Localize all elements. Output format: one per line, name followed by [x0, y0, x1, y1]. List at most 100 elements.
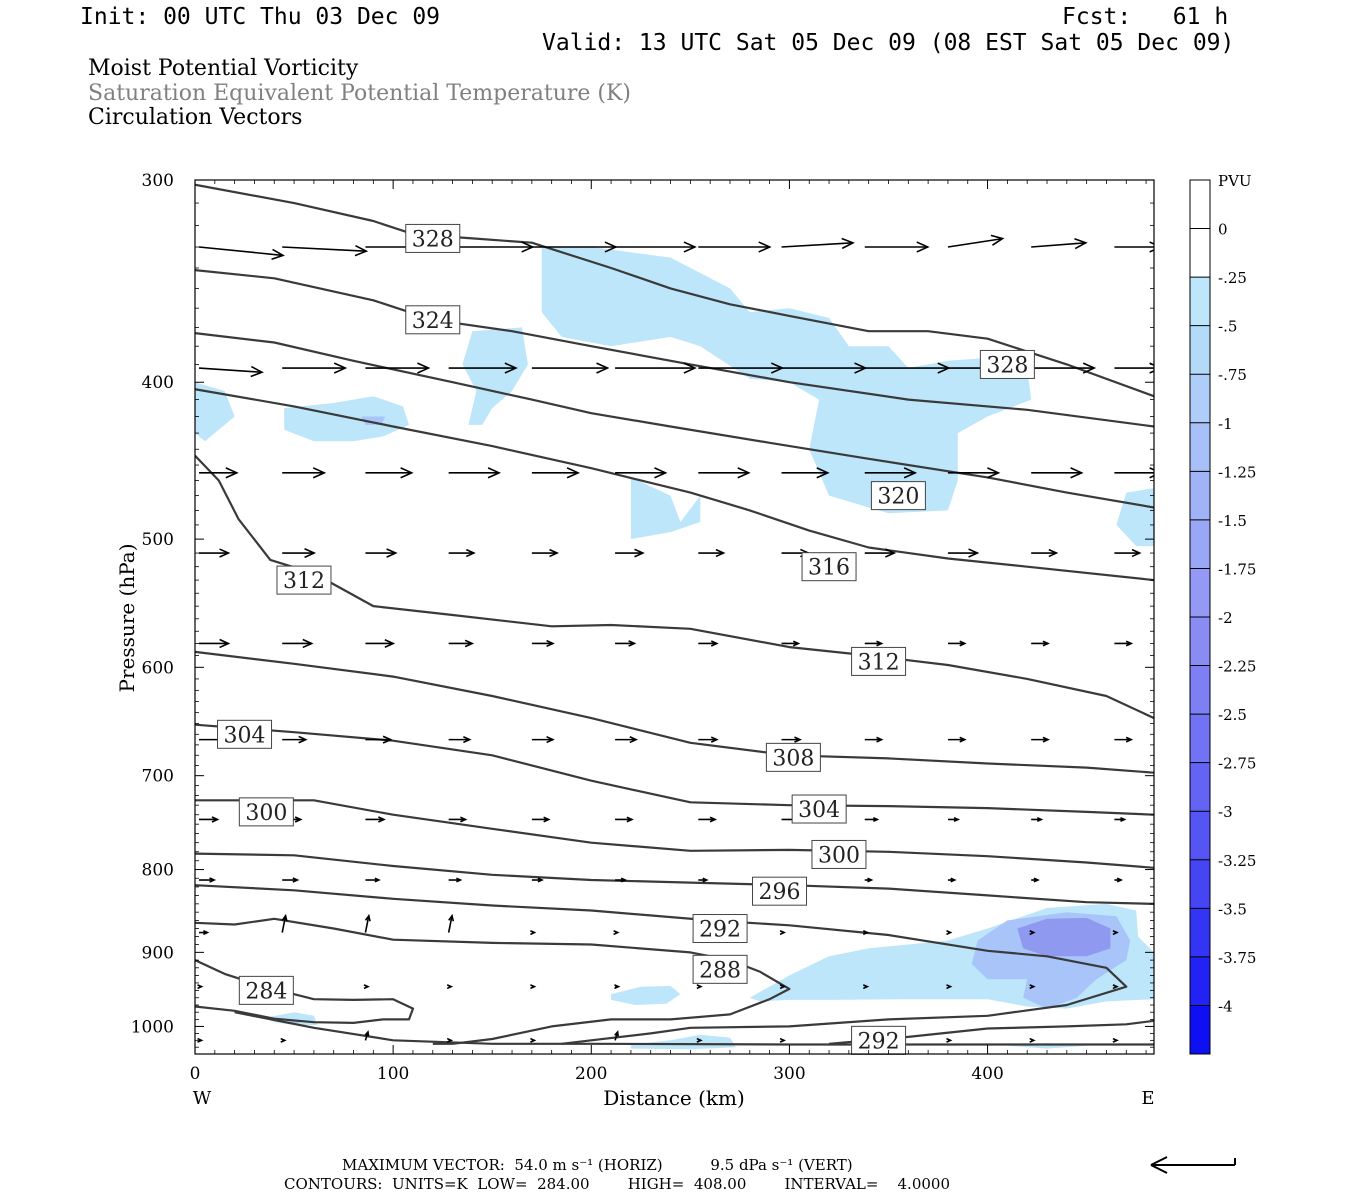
vector-head: [696, 984, 703, 990]
colorbar-segment: [1190, 277, 1210, 326]
vector-head: [946, 930, 953, 936]
vector-head: [1149, 241, 1154, 253]
pv-region-2: [630, 477, 701, 540]
circulation-vector: [864, 877, 874, 883]
pv-region-9: [1017, 917, 1111, 957]
colorbar-segment: [1190, 956, 1210, 1006]
contour-label-328: 328: [405, 223, 461, 253]
vector-head: [683, 362, 697, 374]
cross-section-chart: 328 324 328 320 316 312 312 304 308 300 304 300 296 2…: [115, 171, 1256, 1110]
circulation-vector: [615, 640, 637, 647]
circulation-vector: [531, 467, 581, 479]
theta-e-contour-316-3: [195, 388, 1154, 582]
vector-head: [1033, 877, 1040, 883]
vector-head: [211, 816, 220, 823]
vector-shaft: [198, 246, 284, 257]
colorbar-level-label: -2.75: [1218, 755, 1256, 773]
colorbar-level-label: -3.75: [1218, 949, 1256, 967]
circulation-vector: [448, 467, 502, 479]
vector-head: [292, 877, 300, 883]
contour-label-312: 312: [276, 565, 332, 595]
contour-label-292: 292: [851, 1025, 907, 1055]
vector-head: [1029, 930, 1036, 936]
vector-head: [382, 735, 393, 744]
vector-head: [873, 816, 880, 823]
y-axis-label: Pressure (hPa): [115, 544, 139, 693]
circulation-vector: [614, 1030, 619, 1041]
circulation-vector: [614, 984, 621, 990]
colorbar-segment: [1190, 180, 1210, 229]
vector-head: [298, 735, 308, 744]
contour-label-304: 304: [217, 719, 273, 749]
circulation-vector: [448, 816, 468, 823]
colorbar-level-label: -2.5: [1218, 706, 1247, 724]
pv-shading-layer: [195, 247, 1154, 1050]
contour-label-box: [811, 839, 867, 869]
theta-e-contour-300-7: [195, 799, 1154, 869]
vector-head: [530, 930, 537, 936]
circulation-vector: [197, 1037, 204, 1043]
x-tick-label: 0: [190, 1064, 201, 1084]
colorbar-level-label: -4: [1218, 997, 1233, 1015]
circulation-vector: [698, 816, 718, 823]
vector-head: [758, 241, 772, 253]
contour-label-300: 300: [811, 839, 867, 869]
vector-head: [1042, 640, 1050, 647]
vector-head: [1125, 736, 1134, 743]
colorbar-segment: [1190, 908, 1210, 957]
vector-head: [354, 245, 369, 257]
circulation-vector: [1114, 736, 1134, 743]
circulation-vector: [781, 640, 801, 647]
circulation-vector: [779, 984, 787, 990]
circulation-vector: [198, 365, 264, 378]
circulation-vector: [864, 816, 880, 823]
vector-head: [841, 237, 855, 250]
circulation-vector: [199, 877, 217, 883]
circulation-vector: [1029, 984, 1036, 990]
vector-head: [400, 467, 414, 479]
circulation-vector: [864, 736, 884, 743]
circulation-vector: [1114, 467, 1154, 479]
vector-head: [487, 467, 502, 479]
contour-label-text: 288: [699, 958, 741, 983]
vector-head: [876, 736, 884, 743]
vector-head: [546, 639, 555, 648]
vector-head: [626, 816, 634, 823]
title-circulation-vectors: Circulation Vectors: [88, 105, 303, 130]
vector-head: [1042, 736, 1050, 743]
circulation-vector: [282, 638, 314, 649]
contour-label-320: 320: [870, 481, 926, 511]
y-tick-label: 1000: [131, 1017, 174, 1037]
vector-head: [386, 548, 398, 558]
vector-head: [460, 816, 468, 823]
vector-head: [946, 984, 953, 990]
circulation-vector: [364, 1030, 370, 1041]
colorbar-segment: [1190, 374, 1210, 423]
colorbar-level-label: -3.5: [1218, 900, 1247, 918]
circulation-vector: [615, 736, 639, 744]
contour-label-box: [851, 646, 907, 676]
colorbar-segment: [1190, 859, 1210, 909]
colorbar-segment: [1190, 1005, 1210, 1054]
vector-head: [543, 816, 551, 823]
contour-label-text: 296: [759, 880, 801, 905]
circulation-vector: [282, 548, 317, 559]
circulation-vector: [781, 467, 830, 479]
vector-head: [1112, 1037, 1119, 1043]
circulation-vector: [447, 913, 455, 933]
circulation-vector: [779, 930, 787, 936]
footer-contour-info: CONTOURS: UNITS=K LOW= 284.00 HIGH= 408.…: [284, 1175, 950, 1193]
vector-head: [816, 467, 830, 479]
circulation-vector: [696, 1037, 703, 1043]
vector-head: [225, 467, 239, 479]
circulation-vector: [448, 362, 518, 374]
contour-label-text: 328: [986, 353, 1028, 378]
circulation-vector: [947, 877, 957, 883]
vector-head: [304, 548, 317, 559]
circulation-vector: [696, 984, 703, 990]
circulation-vector: [947, 234, 1005, 248]
circulation-vector: [448, 736, 472, 744]
contour-label-box: [238, 797, 294, 827]
circulation-vector: [282, 467, 327, 479]
circulation-vector: [615, 548, 645, 558]
